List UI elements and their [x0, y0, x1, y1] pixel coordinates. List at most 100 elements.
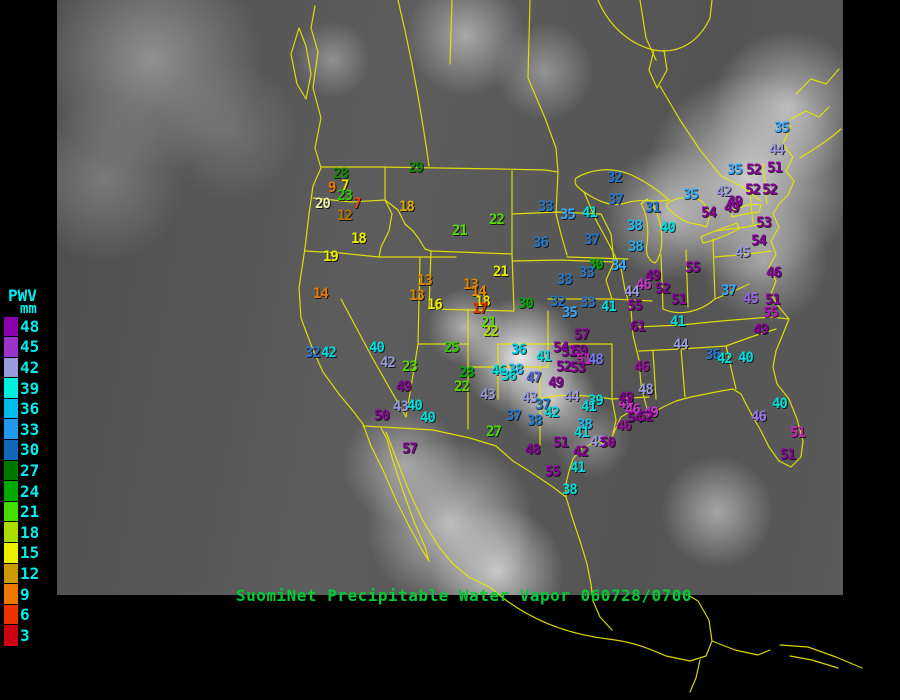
station-pwv-value: 51 [671, 292, 687, 308]
station-pwv-value: 40 [369, 340, 385, 356]
legend-entry: 21 [4, 500, 58, 523]
legend-value-label: 39 [20, 378, 40, 398]
station-pwv-value: 38 [577, 417, 593, 433]
station-pwv-value: 40 [738, 350, 754, 366]
station-pwv-value: 54 [553, 340, 569, 356]
station-pwv-value: 49 [727, 194, 743, 210]
legend-swatch [4, 439, 18, 461]
station-pwv-value: 41 [536, 349, 552, 365]
legend-value-label: 21 [20, 502, 40, 522]
station-pwv-value: 35 [774, 120, 790, 136]
station-pwv-value: 49 [645, 268, 661, 284]
station-pwv-value: 49 [724, 200, 740, 216]
station-pwv-value: 30 [518, 296, 534, 312]
station-pwv-value: 42 [573, 444, 589, 460]
station-pwv-value: 37 [584, 232, 600, 248]
station-pwv-value: 55 [685, 260, 701, 276]
station-pwv-value: 36 [533, 235, 549, 251]
station-pwv-value: 46 [625, 402, 641, 418]
legend-swatch [4, 459, 18, 482]
mexico-outline [362, 425, 863, 693]
station-pwv-value: 52 [655, 281, 671, 297]
station-pwv-value: 45 [590, 434, 606, 450]
legend-value-label: 9 [20, 584, 30, 604]
station-pwv-value: 46 [634, 359, 650, 375]
station-pwv-value: 49 [753, 322, 769, 338]
station-pwv-value: 41 [581, 399, 597, 415]
legend-swatch [4, 562, 18, 585]
station-pwv-value: 28 [333, 166, 349, 182]
station-pwv-value: 37 [721, 283, 737, 299]
legend-value-label: 15 [20, 543, 40, 563]
station-pwv-value: 38 [562, 482, 578, 498]
station-pwv-value: 32 [607, 170, 623, 186]
station-pwv-value: 51 [553, 435, 569, 451]
legend-swatch [4, 315, 18, 338]
station-pwv-value: 40 [420, 410, 436, 426]
station-pwv-value: 42 [380, 355, 396, 371]
station-pwv-value: 22 [489, 212, 505, 228]
legend-title: PWV [8, 286, 37, 305]
legend-swatch [4, 377, 18, 399]
legend-value-label: 48 [20, 316, 40, 336]
east-coast-outline [565, 68, 842, 498]
station-pwv-value: 52 [556, 359, 572, 375]
station-pwv-value: 45 [743, 291, 759, 307]
station-pwv-value: 33 [580, 295, 596, 311]
station-pwv-value: 28 [459, 365, 475, 381]
station-pwv-value: 43 [393, 399, 409, 415]
station-pwv-value: 43 [522, 390, 538, 406]
station-pwv-value: 55 [763, 305, 779, 321]
station-pwv-value: 36 [705, 347, 721, 363]
station-pwv-value: 52 [745, 182, 761, 198]
station-pwv-value: 51 [765, 292, 781, 308]
station-pwv-value: 38 [628, 239, 644, 255]
legend-entry: 30 [4, 439, 58, 461]
station-pwv-value: 49 [643, 405, 659, 421]
legend-entry: 42 [4, 356, 58, 379]
station-pwv-value: 21 [493, 264, 509, 280]
station-pwv-value: 49 [618, 390, 634, 406]
legend-swatch [4, 583, 18, 605]
station-pwv-value: 20 [315, 196, 331, 212]
station-pwv-value: 49 [548, 375, 564, 391]
station-pwv-value: 49 [396, 379, 412, 395]
legend-value-label: 33 [20, 419, 40, 439]
station-pwv-value: 41 [570, 460, 586, 476]
station-pwv-value: 37 [535, 397, 551, 413]
legend-value-label: 6 [20, 605, 30, 625]
station-pwv-value: 38 [508, 362, 524, 378]
station-pwv-value: 23 [337, 188, 353, 204]
station-pwv-value: 35 [727, 162, 743, 178]
legend-value-label: 12 [20, 563, 40, 583]
station-pwv-value: 50 [600, 435, 616, 451]
legend-swatch [4, 521, 18, 544]
west-coast-outline [290, 5, 492, 589]
station-pwv-value: 53 [756, 215, 772, 231]
legend-swatch [4, 356, 18, 379]
station-pwv-value: 42 [544, 405, 560, 421]
legend-entry: 6 [4, 603, 58, 626]
legend-value-label: 27 [20, 460, 40, 480]
station-pwv-value: 32 [305, 345, 321, 361]
station-pwv-value: 21 [481, 315, 497, 331]
station-pwv-value: 59 [572, 343, 588, 359]
legend-swatch [4, 624, 18, 646]
station-pwv-value: 21 [452, 223, 468, 239]
station-pwv-value: 40 [660, 220, 676, 236]
station-pwv-value: 41 [582, 205, 598, 221]
western-state-lines [304, 166, 653, 447]
station-pwv-value: 22 [483, 324, 499, 340]
station-pwv-value: 35 [683, 187, 699, 203]
legend-entry: 36 [4, 397, 58, 420]
map-title: SuomiNet Precipitable Water Vapor 060728… [236, 586, 692, 605]
station-pwv-value: 51 [790, 425, 806, 441]
legend-entry: 3 [4, 624, 58, 646]
station-pwv-value: 35 [562, 305, 578, 321]
legend-swatch [4, 336, 18, 358]
station-pwv-value: 7 [353, 196, 362, 212]
station-pwv-value: 37 [608, 192, 624, 208]
station-pwv-value: 57 [574, 327, 590, 343]
